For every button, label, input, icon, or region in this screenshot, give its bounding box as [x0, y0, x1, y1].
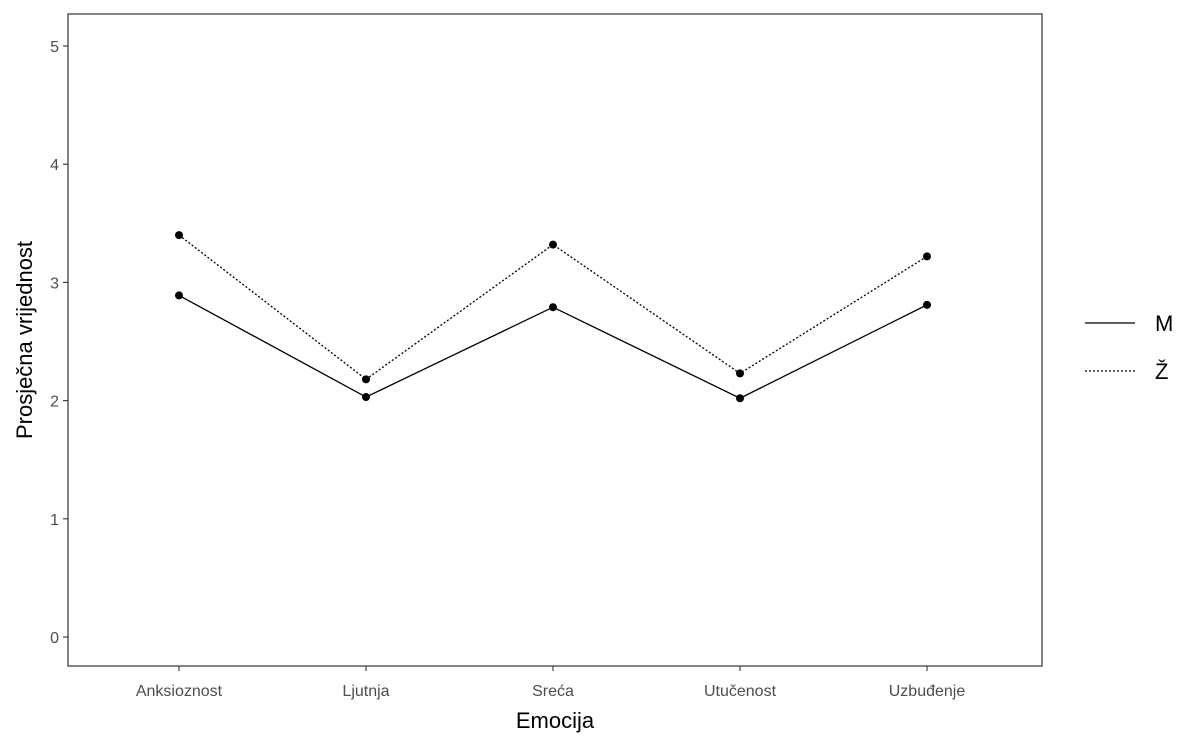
y-axis: 0 1 2 3 4 5 [50, 39, 68, 647]
data-point [362, 393, 370, 402]
x-tick-label: Ljutnja [342, 683, 389, 700]
data-point [736, 369, 744, 378]
data-point [362, 375, 370, 384]
data-point [549, 240, 557, 249]
y-tick-label: 4 [50, 157, 59, 174]
y-tick-label: 1 [50, 512, 59, 529]
y-axis-title: Prosječna vrijednost [12, 241, 37, 439]
data-point [923, 252, 931, 261]
x-tick-label: Uzbuđenje [889, 683, 966, 700]
y-tick-label: 0 [50, 630, 59, 647]
y-tick-label: 2 [50, 394, 59, 411]
y-tick-label: 5 [50, 39, 59, 56]
x-tick-label: Sreća [532, 683, 574, 700]
data-point [549, 303, 557, 312]
data-point [736, 394, 744, 403]
series-layer [175, 231, 931, 403]
legend-label-1: M [1155, 311, 1173, 336]
data-point [175, 291, 183, 300]
x-tick-label: Utučenost [704, 683, 777, 700]
x-tick-label: Anksioznost [136, 683, 223, 700]
data-point [923, 300, 931, 309]
plot-panel [67, 13, 1043, 667]
data-point [175, 231, 183, 240]
legend: MŽ [1085, 311, 1173, 384]
legend-label-2: Ž [1155, 359, 1168, 384]
x-axis: Anksioznost Ljutnja Sreća Utučenost Uzbuđenj… [136, 666, 965, 700]
series-line-2 [178, 234, 928, 381]
x-axis-title: Emocija [516, 708, 595, 733]
y-tick-label: 3 [50, 275, 59, 292]
